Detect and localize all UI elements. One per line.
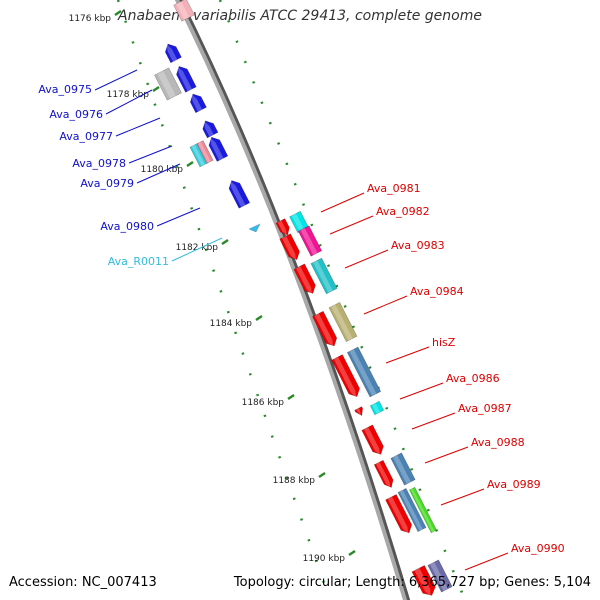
tick-label: 1188 kbp [273, 476, 316, 486]
gene-ava-0987 [361, 424, 384, 455]
gene-ava-0982-pink [297, 225, 323, 257]
gene-label-ava-0976[interactable]: Ava_0976 [49, 108, 103, 121]
gene-ava-0976-grey [154, 67, 182, 101]
leader-line [320, 192, 365, 213]
gene-ava-0988 [373, 459, 394, 488]
gene-ava-0978 [202, 120, 219, 139]
gene-ava-0990-slate [427, 559, 453, 593]
leader-line [115, 117, 161, 137]
gene-ava-0990 [411, 565, 436, 597]
tick-mark [221, 238, 229, 246]
gene-label-ava-r0011[interactable]: Ava_R0011 [108, 255, 169, 268]
gene-label-ava-0979[interactable]: Ava_0979 [80, 177, 134, 190]
gene-label-ava-0980[interactable]: Ava_0980 [100, 220, 154, 233]
gene-label-ava-0983[interactable]: Ava_0983 [391, 239, 445, 252]
gene-ava-0979 [208, 136, 229, 162]
leader-line [94, 69, 138, 91]
gene-ava-0983 [293, 263, 316, 294]
gene-top-pink [173, 0, 195, 22]
gene-ava-0982 [279, 233, 300, 261]
gene-label-ava-0984[interactable]: Ava_0984 [410, 285, 464, 298]
genome-backbone [174, 0, 411, 600]
gene-hisz [331, 354, 360, 398]
gene-label-hisz[interactable]: hisZ [432, 336, 456, 349]
map-title: Anabaena variabilis ATCC 29413, complete… [118, 8, 482, 24]
gene-ava-0976 [176, 66, 197, 93]
gene-ava-0988-blue [390, 452, 416, 486]
tick-mark [348, 549, 356, 557]
leader-line [464, 552, 509, 571]
gene-label-ava-0982[interactable]: Ava_0982 [376, 205, 430, 218]
gene-ava-0984 [312, 310, 338, 347]
gene-ava-0980 [228, 180, 251, 209]
gene-ava-0986-cyan [369, 400, 385, 416]
leader-line [440, 488, 485, 506]
leader-line [424, 446, 469, 464]
gene-label-ava-0990[interactable]: Ava_0990 [511, 542, 565, 555]
leader-line [344, 249, 389, 269]
gene-ava-0981 [275, 218, 290, 236]
tick-mark [255, 314, 263, 322]
label-leader-lines [94, 69, 509, 571]
gene-labels: Ava_0975 Ava_0976 Ava_0977 Ava_0978 Ava_0979… [38, 83, 564, 555]
leader-line [171, 237, 223, 262]
leader-line [329, 215, 374, 235]
tick-mark [114, 9, 122, 17]
gene-ava-0989-green [409, 486, 437, 534]
tick-label: 1184 kbp [210, 319, 253, 329]
gene-label-ava-0981[interactable]: Ava_0981 [367, 182, 421, 195]
leader-line [385, 346, 430, 364]
gene-ava-r0011 [248, 223, 261, 233]
gene-ava-0984-khaki [328, 301, 358, 343]
tick-mark [287, 393, 295, 401]
gene-ava-0989-blue [397, 487, 427, 533]
gene-label-ava-0986[interactable]: Ava_0986 [446, 372, 500, 385]
gene-label-ava-0987[interactable]: Ava_0987 [458, 402, 512, 415]
tick-label: 1178 kbp [107, 90, 150, 100]
leader-line [105, 89, 153, 115]
leader-line [156, 207, 201, 227]
leader-line [363, 295, 408, 315]
gene-label-ava-0975[interactable]: Ava_0975 [38, 83, 92, 96]
gene-features [154, 0, 453, 597]
gene-label-ava-0978[interactable]: Ava_0978 [72, 157, 126, 170]
tick-label: 1186 kbp [242, 398, 285, 408]
leader-line [128, 145, 173, 164]
gene-hisz-blue [346, 346, 382, 398]
gene-ava-0975 [164, 43, 182, 64]
gene-ava-0979b [196, 140, 214, 164]
tick-mark [186, 160, 194, 168]
accession-text: Accession: NC_007413 [9, 575, 157, 590]
gene-label-ava-0988[interactable]: Ava_0988 [471, 436, 525, 449]
gene-ava-0986 [354, 406, 363, 417]
gene-ava-0983-teal [310, 257, 338, 295]
tick-label: 1180 kbp [141, 165, 184, 175]
gene-label-ava-0977[interactable]: Ava_0977 [59, 130, 113, 143]
tick-mark [318, 471, 326, 479]
gene-label-ava-0989[interactable]: Ava_0989 [487, 478, 541, 491]
tick-label: 1190 kbp [303, 554, 346, 564]
topology-text: Topology: circular; Length: 6,365,727 bp… [233, 575, 591, 590]
tick-label: 1182 kbp [176, 243, 219, 253]
leader-line [136, 163, 181, 184]
gene-ava-0989 [385, 494, 413, 534]
gene-ava-0977 [189, 93, 207, 114]
leader-line [411, 412, 456, 430]
tick-marks: 1176 kbp 1178 kbp 1180 kbp 1182 kbp 1184 kbp… [69, 9, 356, 564]
leader-line [399, 382, 444, 400]
ruler-line [218, 0, 467, 600]
tick-label: 1176 kbp [69, 14, 112, 24]
tick-mark [152, 85, 160, 93]
